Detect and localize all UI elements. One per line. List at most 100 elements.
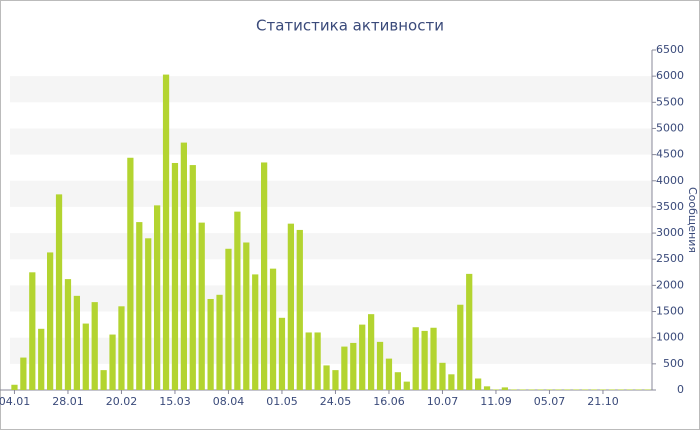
bar	[475, 378, 482, 390]
bar	[332, 370, 339, 390]
bar	[162, 74, 170, 390]
bar	[91, 302, 98, 390]
bar	[314, 332, 321, 390]
y-tick-label: 1000	[656, 331, 684, 344]
bar	[296, 229, 303, 390]
x-tick-label: 15.03	[159, 395, 191, 408]
bar	[341, 346, 348, 390]
bar	[305, 332, 312, 390]
x-tick-label: 24.05	[320, 395, 352, 408]
bar	[29, 272, 36, 390]
bar	[20, 357, 27, 390]
bar	[555, 389, 562, 390]
bar	[11, 384, 18, 390]
bar	[564, 389, 571, 390]
bar	[466, 273, 473, 390]
y-tick-label: 3000	[656, 226, 684, 239]
y-tick-label: 2500	[656, 252, 684, 265]
y-tick-label: 1500	[656, 305, 684, 318]
bar	[412, 327, 419, 390]
bar	[278, 317, 286, 390]
bar	[225, 248, 232, 390]
bar	[243, 242, 250, 390]
bar	[599, 389, 607, 390]
bar	[582, 389, 589, 390]
bar	[403, 381, 410, 390]
bar	[73, 295, 80, 390]
bar	[118, 306, 125, 390]
bar	[430, 327, 437, 390]
x-tick-label: 10.07	[427, 395, 459, 408]
bar	[127, 157, 134, 390]
bar	[644, 389, 651, 390]
bar	[234, 211, 241, 390]
grid-band	[10, 285, 652, 312]
y-axis-label: Сообщения	[686, 187, 699, 253]
bar	[483, 386, 491, 390]
bar	[323, 365, 330, 390]
bar	[421, 330, 428, 390]
bar	[501, 387, 508, 390]
y-tick-label: 3500	[656, 200, 684, 213]
bar	[368, 314, 375, 390]
bar	[269, 268, 277, 390]
x-tick-label: 05.07	[534, 395, 566, 408]
bar	[145, 238, 152, 390]
bar	[38, 328, 45, 390]
x-tick-label: 20.02	[106, 395, 138, 408]
y-tick-label: 6500	[656, 43, 684, 56]
x-tick-label: 11.09	[480, 395, 512, 408]
bar	[252, 274, 259, 390]
bar	[171, 162, 179, 390]
bar	[261, 162, 268, 390]
x-tick-label: 04.01	[0, 395, 30, 408]
x-tick-label: 01.05	[266, 395, 298, 408]
bar	[385, 358, 393, 390]
bar	[82, 323, 89, 390]
y-tick-label: 5500	[656, 95, 684, 108]
y-tick-label: 500	[663, 357, 684, 370]
x-tick-label: 28.01	[52, 395, 84, 408]
y-tick-label: 4000	[656, 174, 684, 187]
y-tick-label: 0	[677, 383, 684, 396]
bar	[109, 334, 116, 390]
bar	[528, 389, 535, 390]
grid-band	[10, 180, 652, 207]
x-tick-label: 21.10	[587, 395, 619, 408]
bar	[537, 389, 544, 390]
y-tick-label: 4500	[656, 148, 684, 161]
bar	[189, 165, 196, 390]
bar	[626, 389, 633, 390]
grid-band	[10, 128, 652, 155]
y-tick-label: 5000	[656, 121, 684, 134]
bar	[136, 222, 143, 390]
bar	[394, 372, 401, 390]
bar	[608, 389, 615, 390]
bar	[590, 389, 598, 390]
bar	[519, 389, 526, 390]
bar	[55, 194, 63, 390]
bar	[573, 389, 580, 390]
bar	[546, 389, 553, 390]
x-tick-label: 16.06	[373, 395, 405, 408]
y-tick-label: 6000	[656, 69, 684, 82]
bar	[376, 341, 384, 390]
bar	[154, 205, 161, 390]
bar	[350, 342, 357, 390]
grid-band	[10, 76, 652, 103]
y-tick-label: 2000	[656, 278, 684, 291]
bar	[198, 222, 205, 390]
bar	[216, 294, 223, 390]
chart-title: Статистика активности	[256, 17, 444, 35]
bar	[439, 362, 446, 390]
bar	[287, 223, 294, 390]
bar	[359, 324, 366, 390]
bar	[100, 370, 107, 390]
x-tick-label: 08.04	[213, 395, 245, 408]
bar	[47, 252, 54, 390]
bar	[617, 389, 624, 390]
bar	[207, 298, 214, 390]
bar	[510, 389, 517, 390]
